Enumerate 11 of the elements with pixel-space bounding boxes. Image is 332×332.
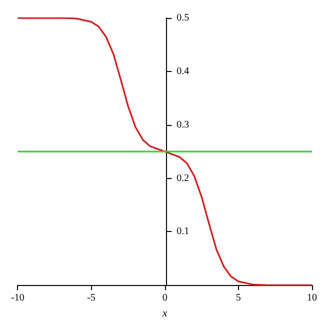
y-tick-label: 0.1 [176, 226, 190, 238]
x-tick-label: 5 [236, 292, 241, 304]
y-tick-label: 0.4 [176, 66, 190, 77]
x-tick-label: 0 [162, 292, 168, 304]
x-tick-label: -5 [87, 292, 96, 304]
x-axis-title: x [161, 308, 168, 320]
y-tick-label: 0.3 [176, 119, 190, 130]
y-tick-label: 0.2 [176, 172, 190, 184]
x-tick-label: 10 [307, 292, 317, 304]
y-tick-label: 0.5 [176, 12, 190, 24]
x-tick-label: -10 [10, 292, 24, 304]
